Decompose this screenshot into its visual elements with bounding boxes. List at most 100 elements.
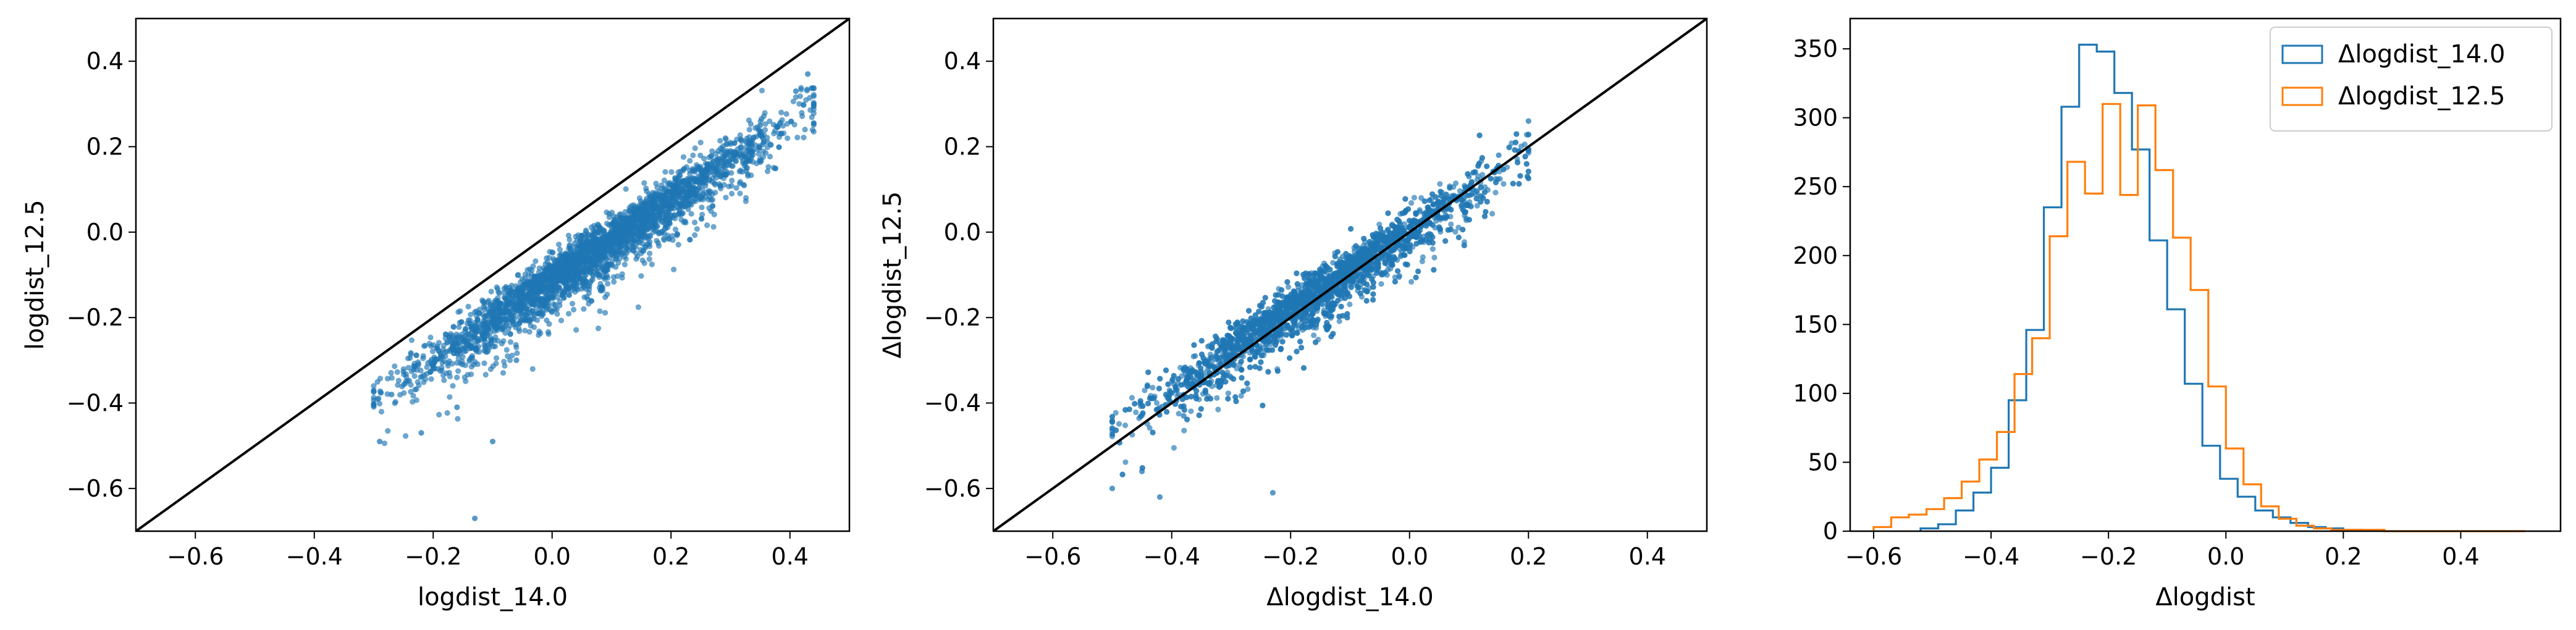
scatter-point bbox=[388, 370, 394, 376]
scatter-point bbox=[1119, 471, 1126, 477]
scatter-point bbox=[381, 440, 388, 447]
scatter-point bbox=[1336, 313, 1342, 319]
scatter-point bbox=[1452, 229, 1458, 235]
scatter-point bbox=[644, 201, 651, 207]
scatter-point bbox=[797, 93, 803, 99]
scatter-point bbox=[408, 337, 415, 343]
scatter-point bbox=[604, 220, 610, 227]
scatter-point bbox=[602, 266, 608, 272]
scatter-point bbox=[610, 274, 617, 280]
scatter-point bbox=[587, 269, 594, 275]
scatter-point bbox=[618, 235, 625, 242]
y-tick-label: −0.2 bbox=[924, 304, 981, 331]
scatter-point bbox=[1457, 188, 1463, 194]
x-tick-label: −0.2 bbox=[1262, 543, 1319, 570]
scatter-point bbox=[804, 86, 810, 93]
scatter-point bbox=[1347, 301, 1353, 308]
scatter-point bbox=[1311, 332, 1317, 338]
scatter-point bbox=[634, 253, 641, 259]
scatter-point bbox=[687, 158, 693, 164]
scatter-point bbox=[625, 223, 631, 229]
scatter-point bbox=[688, 202, 694, 208]
scatter-point bbox=[717, 174, 723, 180]
scatter-point bbox=[705, 188, 712, 194]
scatter-point bbox=[494, 355, 500, 361]
scatter-point bbox=[465, 303, 471, 309]
scatter-point bbox=[605, 261, 611, 267]
scatter-point bbox=[436, 411, 442, 418]
scatter-point bbox=[554, 306, 560, 313]
scatter-point bbox=[745, 148, 751, 155]
scatter-point bbox=[456, 324, 462, 330]
scatter-point bbox=[689, 188, 696, 195]
scatter-point bbox=[619, 275, 625, 281]
scatter-point bbox=[544, 267, 550, 273]
scatter-point bbox=[482, 343, 489, 349]
scatter-point bbox=[472, 359, 478, 365]
scatter-point bbox=[503, 346, 510, 353]
y-tick-label: 0.0 bbox=[944, 219, 981, 246]
scatter-point bbox=[420, 353, 426, 359]
scatter-point bbox=[530, 301, 536, 308]
scatter-point bbox=[452, 340, 458, 346]
scatter-point bbox=[378, 390, 384, 396]
scatter-point bbox=[377, 439, 383, 445]
x-tick-label: −0.6 bbox=[1024, 543, 1081, 570]
scatter-point bbox=[712, 182, 718, 188]
y-tick-label: 0.2 bbox=[944, 133, 981, 161]
scatter-point bbox=[751, 134, 757, 140]
scatter-point bbox=[639, 257, 646, 264]
scatter-point bbox=[537, 287, 544, 293]
scatter-point bbox=[729, 190, 735, 197]
scatter-point bbox=[606, 211, 612, 217]
scatter-point bbox=[702, 166, 709, 173]
scatter-point bbox=[550, 301, 557, 308]
scatter-point bbox=[752, 125, 759, 131]
scatter-point bbox=[1116, 421, 1122, 427]
scatter-point bbox=[772, 166, 778, 172]
scatter-point bbox=[646, 232, 653, 238]
scatter-point bbox=[590, 254, 596, 261]
scatter-point bbox=[728, 170, 734, 176]
scatter-point bbox=[522, 327, 528, 334]
scatter-point bbox=[629, 240, 635, 246]
scatter-point bbox=[1126, 406, 1132, 413]
scatter-point bbox=[496, 303, 502, 309]
x-tick-label: −0.4 bbox=[1143, 543, 1200, 570]
scatter-point bbox=[665, 224, 671, 230]
scatter-point bbox=[1181, 427, 1187, 434]
scatter-point bbox=[623, 186, 629, 192]
scatter-point bbox=[588, 278, 594, 284]
scatter-point bbox=[605, 280, 611, 287]
scatter-point bbox=[642, 219, 649, 225]
scatter-point bbox=[508, 287, 515, 293]
scatter-point bbox=[1150, 384, 1156, 391]
scatter-point bbox=[499, 340, 505, 347]
scatter-point bbox=[661, 230, 667, 237]
scatter-point bbox=[405, 355, 411, 361]
scatter-point bbox=[579, 259, 585, 265]
scatter-point bbox=[774, 124, 781, 130]
scatter-point bbox=[793, 88, 799, 94]
scatter-point bbox=[783, 111, 789, 117]
scatter-point bbox=[790, 98, 796, 104]
scatter-point bbox=[489, 439, 496, 445]
scatter-point bbox=[624, 241, 630, 247]
scatter-point bbox=[746, 127, 752, 133]
scatter-point bbox=[394, 369, 400, 376]
scatter-point bbox=[531, 284, 537, 290]
scatter-point bbox=[1286, 284, 1292, 290]
scatter-point bbox=[509, 317, 515, 324]
scatter-point bbox=[555, 295, 561, 301]
scatter-point bbox=[501, 285, 507, 292]
scatter-point bbox=[508, 282, 515, 288]
scatter-point bbox=[600, 237, 607, 244]
scatter-point bbox=[663, 201, 669, 207]
scatter-point bbox=[803, 97, 809, 103]
scatter-point bbox=[638, 212, 644, 218]
scatter-point bbox=[500, 326, 506, 332]
scatter-point bbox=[745, 173, 751, 179]
scatter-point bbox=[1335, 297, 1341, 304]
scatter-point bbox=[557, 246, 563, 253]
